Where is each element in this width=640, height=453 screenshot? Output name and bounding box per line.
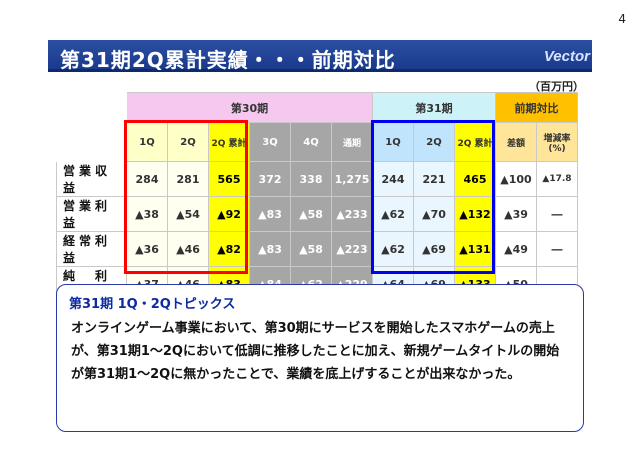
table-cell: ▲17.8	[536, 161, 578, 197]
title-bar: 第31期2Q累計実績・・・前期対比 Vector	[48, 40, 592, 72]
table-cell: ▲39	[495, 196, 537, 232]
table-cell: ―	[536, 231, 578, 267]
table-cell: ▲83	[249, 196, 291, 232]
topics-body: オンラインゲーム事業において、第30期にサービスを開始したスマホゲームの売上が、…	[71, 321, 560, 382]
table-row: 営業利益 ▲38 ▲54 ▲92 ▲83 ▲58 ▲233 ▲62 ▲70 ▲1…	[56, 196, 578, 232]
table-row: 営業収益 284 281 565 372 338 1,275 244 221 4…	[56, 161, 578, 197]
col-header: 差額	[495, 122, 537, 162]
table-cell: ▲100	[495, 161, 537, 197]
table-cell: 244	[372, 161, 414, 197]
table-cell: ▲223	[331, 231, 373, 267]
table-cell: ▲58	[290, 231, 332, 267]
table-cell: ▲38	[126, 196, 168, 232]
col-header: 2Q	[413, 122, 455, 162]
col-header: 1Q	[372, 122, 414, 162]
topics-title: 第31期 1Q・2Qトピックス	[69, 297, 236, 312]
col-header: 増減率 (%)	[536, 122, 578, 162]
page-number: 4	[618, 12, 626, 26]
header-vs-prior: 前期対比	[495, 92, 578, 123]
table-cell: ▲233	[331, 196, 373, 232]
table-cell: ▲69	[413, 231, 455, 267]
highlight-box-period-30	[124, 120, 248, 274]
table-cell: 372	[249, 161, 291, 197]
table-cell: ▲83	[249, 231, 291, 267]
table-cell: 465	[454, 161, 496, 197]
table-cell: 338	[290, 161, 332, 197]
col-header: 2Q 累計	[208, 122, 250, 162]
highlight-box-period-31	[371, 120, 495, 274]
unit-label: （百万円）	[529, 80, 584, 93]
row-label: 経常利益	[56, 231, 127, 267]
col-header: 通期	[331, 122, 373, 162]
header-period-30: 第30期	[126, 92, 373, 123]
table-cell: ▲49	[495, 231, 537, 267]
col-header: 4Q	[290, 122, 332, 162]
topics-box: 第31期 1Q・2Qトピックス オンラインゲーム事業において、第30期にサービス…	[56, 284, 584, 432]
table-cell: ▲82	[208, 231, 250, 267]
header-period-31: 第31期	[372, 92, 496, 123]
table-cell: ▲58	[290, 196, 332, 232]
results-table: 第30期 第31期 前期対比 1Q 2Q 2Q 累計 3Q 4Q 通期 1Q 2…	[56, 92, 578, 302]
corner-cell	[56, 122, 127, 162]
row-label: 営業収益	[56, 161, 127, 197]
table-cell: ▲36	[126, 231, 168, 267]
corner-cell	[56, 92, 127, 123]
table-row: 経常利益 ▲36 ▲46 ▲82 ▲83 ▲58 ▲223 ▲62 ▲69 ▲1…	[56, 231, 578, 267]
table-cell: 1,275	[331, 161, 373, 197]
table-cell: 281	[167, 161, 209, 197]
table-cell: 565	[208, 161, 250, 197]
table-cell: ▲62	[372, 231, 414, 267]
vector-logo: Vector	[543, 48, 590, 65]
col-header: 2Q	[167, 122, 209, 162]
table-cell: ▲46	[167, 231, 209, 267]
page-title: 第31期2Q累計実績・・・前期対比	[60, 48, 396, 72]
row-label: 営業利益	[56, 196, 127, 232]
col-header: 3Q	[249, 122, 291, 162]
table-cell: ▲70	[413, 196, 455, 232]
table-cell: ―	[536, 196, 578, 232]
